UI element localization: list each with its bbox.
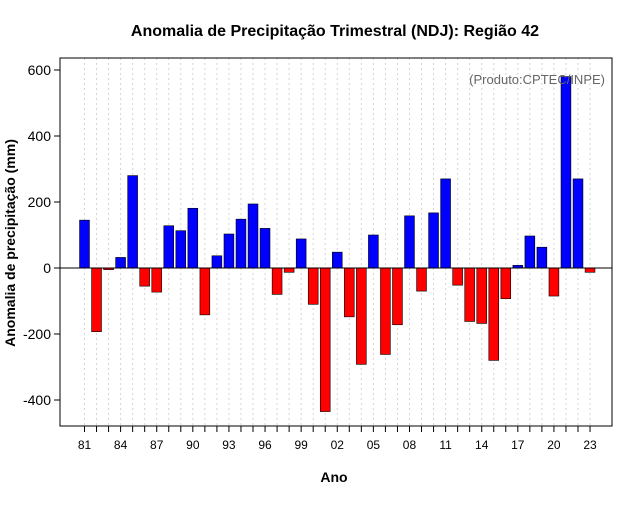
x-axis-label: Ano xyxy=(320,469,347,485)
axes: -400 -200 0 200 400 600 81 84 87 90 93 96 99 02 05 08 11… xyxy=(23,57,613,452)
x-tick-label: 14 xyxy=(475,438,489,452)
bar-22 xyxy=(572,178,584,269)
x-tick-label: 11 xyxy=(439,438,452,452)
bar-82 xyxy=(91,267,102,332)
bar-91 xyxy=(199,267,211,316)
bar-87 xyxy=(151,267,162,293)
bar-98 xyxy=(283,267,295,273)
y-axis-label: Anomalia de precipitação (mm) xyxy=(2,139,18,347)
bar-85 xyxy=(127,175,138,269)
bar-09 xyxy=(416,267,427,292)
bar-00 xyxy=(307,267,319,305)
grid-lines xyxy=(84,58,591,426)
bar-99 xyxy=(295,238,307,269)
bar-11 xyxy=(440,178,451,269)
y-tick-label: 200 xyxy=(28,194,52,210)
bar-94 xyxy=(235,218,247,269)
bar-16 xyxy=(500,267,512,299)
bar-12 xyxy=(452,267,463,286)
bars xyxy=(79,76,596,412)
bar-06 xyxy=(380,267,391,355)
bar-97 xyxy=(271,267,283,295)
bar-23 xyxy=(584,267,596,273)
bar-92 xyxy=(211,255,223,269)
x-tick-label: 99 xyxy=(294,438,308,452)
x-tick-label: 02 xyxy=(331,438,345,452)
credit-label: (Produto:CPTEC/INPE) xyxy=(469,72,605,87)
bar-84 xyxy=(115,257,126,269)
x-tick-label: 93 xyxy=(222,438,236,452)
chart-title: Anomalia de Precipitação Trimestral (NDJ… xyxy=(131,23,539,40)
bar-13 xyxy=(464,267,475,322)
x-tick-label: 87 xyxy=(150,438,164,452)
x-tick-label: 81 xyxy=(78,438,92,452)
bar-89 xyxy=(175,230,187,269)
bar-95 xyxy=(247,203,259,269)
bar-15 xyxy=(488,267,499,361)
bar-93 xyxy=(223,233,235,269)
bar-18 xyxy=(524,235,536,269)
x-tick-label: 05 xyxy=(367,438,381,452)
x-tick-label: 84 xyxy=(114,438,128,452)
y-tick-label: 600 xyxy=(28,62,52,78)
x-tick-label: 90 xyxy=(186,438,200,452)
bar-10 xyxy=(428,212,439,269)
bar-04 xyxy=(356,267,367,365)
bar-07 xyxy=(392,267,403,326)
bar-90 xyxy=(187,207,199,269)
y-tick-label: -200 xyxy=(23,326,51,342)
bar-19 xyxy=(536,246,548,269)
bar-21 xyxy=(560,76,572,269)
y-tick-label: 400 xyxy=(28,128,52,144)
x-tick-label: 08 xyxy=(403,438,417,452)
x-tick-label: 96 xyxy=(258,438,272,452)
x-tick-label: 17 xyxy=(511,438,525,452)
bar-88 xyxy=(163,225,174,269)
bar-08 xyxy=(404,215,415,269)
bar-20 xyxy=(548,267,560,297)
bar-05 xyxy=(368,234,379,269)
bar-81 xyxy=(79,219,90,269)
bar-86 xyxy=(139,267,150,287)
plot-frame xyxy=(59,57,613,427)
x-tick-label: 23 xyxy=(583,438,597,452)
bar-96 xyxy=(259,228,271,269)
bar-01 xyxy=(319,267,331,412)
y-tick-label: 0 xyxy=(43,260,51,276)
bar-14 xyxy=(476,267,487,324)
bar-03 xyxy=(344,267,355,318)
bar-02 xyxy=(332,251,343,269)
y-tick-label: -400 xyxy=(23,392,51,408)
x-tick-label: 20 xyxy=(547,438,561,452)
